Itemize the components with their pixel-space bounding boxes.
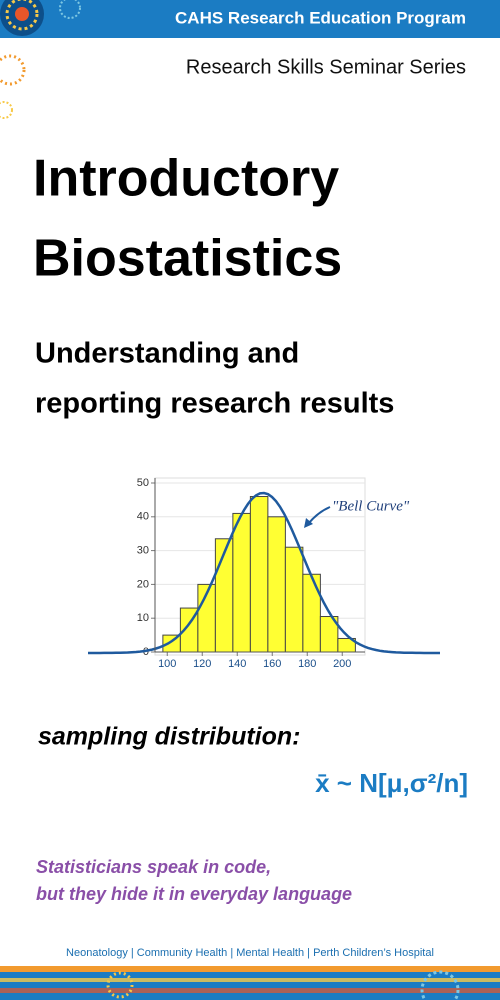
y-tick-label: 40: [137, 511, 149, 523]
x-tick-label: 120: [193, 658, 211, 670]
title-line: Biostatistics: [33, 230, 342, 288]
caption: sampling distribution:: [38, 723, 301, 751]
bar: [232, 512, 251, 653]
y-tick-label: 30: [137, 545, 149, 557]
x-tick-label: 200: [333, 658, 351, 670]
series-name: Research Skills Seminar Series: [186, 56, 466, 78]
y-tick-label: 20: [137, 578, 149, 590]
header-art: [0, 0, 81, 119]
x-tick-label: 180: [298, 658, 316, 670]
x-tick-label: 160: [263, 658, 281, 670]
formula: x̄ ~ N[μ,σ²/n]: [315, 768, 468, 798]
footer: Neonatology | Community Health | Mental …: [66, 947, 434, 959]
x-tick-label: 140: [228, 658, 246, 670]
arrow-head: [304, 518, 313, 528]
bar: [284, 546, 304, 653]
program-name: CAHS Research Education Program: [175, 8, 466, 27]
bar: [302, 573, 321, 653]
bell-curve: [88, 491, 440, 655]
x-tick-label: 100: [158, 658, 176, 670]
tagline-line: Statisticians speak in code,: [36, 857, 271, 877]
y-tick-label: 10: [137, 612, 149, 624]
footer-band: [0, 966, 500, 1000]
tagline-line: but they hide it in everyday language: [36, 884, 352, 904]
subtitle-line: reporting research results: [35, 388, 394, 420]
title-line: Introductory: [33, 150, 339, 208]
y-tick-label: 50: [137, 477, 149, 489]
annotation: "Bell Curve": [332, 498, 410, 514]
bar: [249, 496, 269, 653]
header-band: [0, 0, 500, 38]
subtitle-line: Understanding and: [35, 338, 299, 370]
bar: [267, 516, 286, 653]
